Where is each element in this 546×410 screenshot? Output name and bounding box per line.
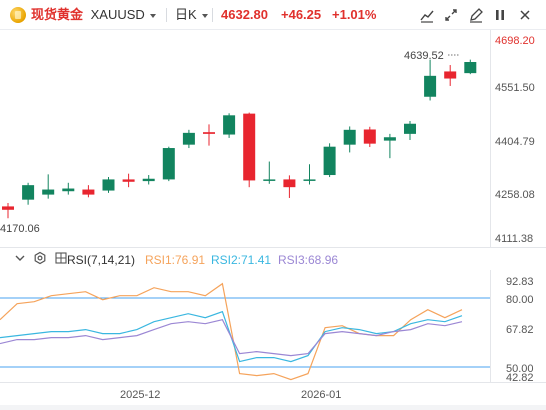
symbol-code: XAUUSD <box>90 7 145 22</box>
rsi-legend: RSI(7,14,21) RSI1:76.91 RSI2:71.41 RSI3:… <box>0 250 546 270</box>
header-bar: 现货黄金 XAUUSD 日K 4632.80 +46.25 +1.01% <box>0 0 546 30</box>
indicator-icon <box>55 252 67 264</box>
scroll-track[interactable] <box>0 405 546 410</box>
candle-body <box>182 132 195 145</box>
price-change-percent: +1.01% <box>332 7 377 22</box>
candle-body <box>162 148 175 180</box>
candle-body <box>424 75 437 97</box>
rsi-axis-tick: 92.83 <box>506 276 534 288</box>
candle-body <box>42 189 55 195</box>
high-price-label: 4639.52 <box>404 50 444 62</box>
rsi-chart[interactable]: 92.83 80.00 67.82 50.00 42.82 <box>0 270 546 382</box>
pen-icon <box>470 8 483 23</box>
price-axis-tick: 4404.79 <box>495 136 535 148</box>
timeframe-label: 日K <box>175 7 197 22</box>
symbol-name: 现货黄金 <box>31 7 84 22</box>
time-axis: 2025-12 2026-01 <box>0 382 546 410</box>
close-button[interactable] <box>515 5 535 25</box>
candle-body <box>343 129 356 145</box>
time-axis-label: 2026-01 <box>301 389 342 401</box>
price-axis-tick: 4258.08 <box>495 189 535 201</box>
candle-body <box>2 206 14 210</box>
rsi-lines <box>0 282 463 381</box>
rsi-axis: 92.83 80.00 67.82 50.00 42.82 <box>506 276 534 382</box>
chevron-down-icon <box>149 13 156 18</box>
candle-body <box>22 185 35 200</box>
candle-body <box>303 179 316 181</box>
fullscreen-button[interactable] <box>441 5 461 25</box>
pause-icon <box>496 10 504 20</box>
time-axis-label: 2025-12 <box>120 389 161 401</box>
rsi2-value: RSI2:71.41 <box>211 253 272 267</box>
rsi-axis-tick: 50.00 <box>506 363 534 375</box>
gear-icon <box>34 251 46 265</box>
candle-body <box>363 129 376 144</box>
last-price: 4632.80 <box>221 7 268 22</box>
chevron-down-icon <box>15 255 25 261</box>
candle-body <box>323 146 336 176</box>
rsi-axis-tick: 42.82 <box>506 372 534 382</box>
chevron-down-icon <box>201 13 208 18</box>
candlestick-chart[interactable]: 4698.20 4551.50 4404.79 4258.08 4111.38 … <box>0 30 546 248</box>
candle-body <box>464 61 477 74</box>
candle-body <box>142 178 155 182</box>
rsi-axis-tick: 67.82 <box>506 324 534 336</box>
draw-button[interactable] <box>466 5 486 25</box>
candle-body <box>102 179 115 191</box>
trend-line-button[interactable] <box>417 5 437 25</box>
pause-button[interactable] <box>490 5 510 25</box>
trend-line-icon <box>420 10 434 23</box>
candle-body <box>223 115 236 135</box>
divider <box>212 8 213 22</box>
timeframe-selector[interactable]: 日K <box>175 0 208 30</box>
candle-body <box>444 71 457 79</box>
rsi-title: RSI(7,14,21) <box>67 253 136 267</box>
candle-body <box>62 188 75 192</box>
rsi1-value: RSI1:76.91 <box>145 253 206 267</box>
rsi3-value: RSI3:68.96 <box>278 253 339 267</box>
candle-body <box>283 179 296 188</box>
rsi-series-line <box>0 282 463 381</box>
price-axis-tick: 4551.50 <box>495 82 535 94</box>
divider <box>166 8 167 22</box>
close-icon <box>520 10 530 20</box>
rsi-axis-tick: 80.00 <box>506 294 534 306</box>
low-price-label: 4170.06 <box>0 223 40 235</box>
symbol-selector[interactable]: 现货黄金 XAUUSD <box>31 0 156 30</box>
price-axis-top: 4698.20 <box>495 35 535 47</box>
price-axis-tick: 4111.38 <box>495 233 533 245</box>
collapse-button[interactable] <box>14 252 26 267</box>
candles <box>2 59 477 219</box>
candle-body <box>383 137 396 141</box>
candle-body <box>243 113 256 181</box>
price-axis: 4698.20 4551.50 4404.79 4258.08 4111.38 <box>495 35 535 245</box>
candle-body <box>82 189 95 195</box>
rsi-series-line <box>0 319 463 357</box>
indicator-select-button[interactable] <box>55 252 67 267</box>
candle-body <box>263 179 276 181</box>
settings-button[interactable] <box>33 251 47 268</box>
gold-icon <box>10 7 26 23</box>
candle-body <box>404 123 416 134</box>
candle-body <box>122 179 135 182</box>
fullscreen-icon <box>445 9 457 21</box>
price-change: +46.25 <box>281 7 322 22</box>
candle-body <box>203 132 215 134</box>
